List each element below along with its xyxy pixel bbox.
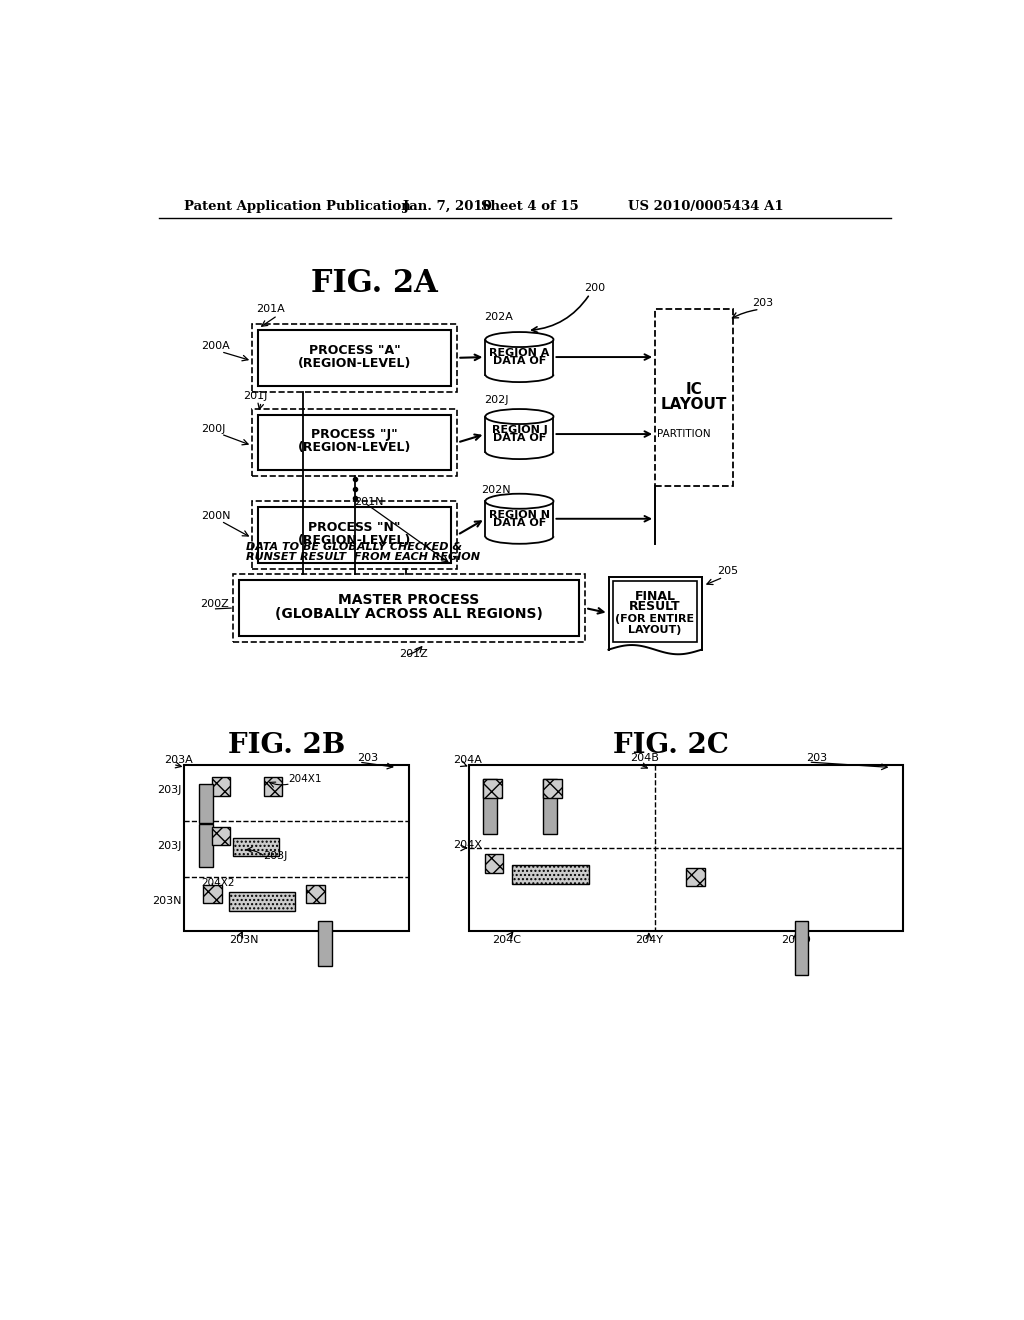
Text: RUNSET RESULT  FROM EACH REGION: RUNSET RESULT FROM EACH REGION bbox=[246, 552, 480, 562]
Bar bbox=[544, 779, 557, 834]
Text: 203: 203 bbox=[752, 298, 773, 309]
Text: 204D: 204D bbox=[781, 935, 811, 945]
Text: 203: 203 bbox=[806, 752, 827, 763]
Bar bbox=[655, 309, 732, 486]
Bar bbox=[203, 884, 222, 903]
Text: DATA OF: DATA OF bbox=[493, 356, 546, 366]
Bar bbox=[212, 826, 230, 845]
Ellipse shape bbox=[485, 494, 554, 508]
Text: FIG. 2C: FIG. 2C bbox=[612, 731, 728, 759]
Text: (REGION-LEVEL): (REGION-LEVEL) bbox=[298, 533, 412, 546]
Text: 204B: 204B bbox=[630, 754, 659, 763]
Text: DATA TO BE GLOBALLY CHECKED &: DATA TO BE GLOBALLY CHECKED & bbox=[246, 541, 462, 552]
Text: FIG. 2A: FIG. 2A bbox=[311, 268, 438, 298]
Text: DATA OF: DATA OF bbox=[493, 517, 546, 528]
Bar bbox=[232, 838, 280, 857]
Bar bbox=[795, 921, 809, 975]
Bar bbox=[317, 921, 332, 966]
Text: 204X: 204X bbox=[454, 840, 482, 850]
Text: 202J: 202J bbox=[484, 395, 509, 405]
Bar bbox=[239, 581, 579, 636]
Bar bbox=[483, 779, 502, 797]
Bar bbox=[469, 766, 903, 931]
Text: 204X1: 204X1 bbox=[289, 774, 322, 784]
Bar bbox=[485, 502, 554, 536]
Text: 203N: 203N bbox=[152, 896, 181, 906]
Bar bbox=[263, 777, 283, 796]
Text: 203J: 203J bbox=[157, 841, 181, 850]
Text: US 2010/0005434 A1: US 2010/0005434 A1 bbox=[628, 199, 783, 213]
Text: 200J: 200J bbox=[202, 424, 226, 434]
Text: Sheet 4 of 15: Sheet 4 of 15 bbox=[480, 199, 579, 213]
Bar bbox=[232, 574, 586, 642]
Text: 204A: 204A bbox=[454, 755, 482, 764]
Text: REGION A: REGION A bbox=[489, 348, 550, 358]
Text: REGION N: REGION N bbox=[488, 510, 550, 520]
Text: 203A: 203A bbox=[165, 755, 194, 764]
Text: PROCESS "N": PROCESS "N" bbox=[308, 520, 401, 533]
Text: Jan. 7, 2010: Jan. 7, 2010 bbox=[403, 199, 492, 213]
Text: PROCESS "A": PROCESS "A" bbox=[309, 343, 400, 356]
Bar bbox=[544, 779, 562, 797]
Text: (REGION-LEVEL): (REGION-LEVEL) bbox=[298, 356, 412, 370]
Text: RESULT: RESULT bbox=[629, 601, 681, 614]
Bar bbox=[512, 866, 589, 884]
Text: MASTER PROCESS: MASTER PROCESS bbox=[338, 593, 479, 607]
Text: 200N: 200N bbox=[202, 511, 231, 521]
Text: 204C: 204C bbox=[492, 935, 520, 945]
Bar bbox=[252, 323, 458, 392]
Bar bbox=[485, 339, 554, 375]
Text: 200Z: 200Z bbox=[200, 598, 228, 609]
Text: 203N: 203N bbox=[229, 935, 259, 945]
Text: 202N: 202N bbox=[481, 486, 511, 495]
Text: (REGION-LEVEL): (REGION-LEVEL) bbox=[298, 441, 412, 454]
Text: LAYOUT: LAYOUT bbox=[660, 397, 727, 412]
Ellipse shape bbox=[485, 409, 554, 424]
Text: 200: 200 bbox=[584, 282, 605, 293]
Bar bbox=[483, 779, 497, 834]
Bar bbox=[258, 414, 452, 470]
Text: 201A: 201A bbox=[256, 305, 285, 314]
Text: (FOR ENTIRE: (FOR ENTIRE bbox=[615, 614, 694, 624]
Text: 201J: 201J bbox=[243, 391, 267, 401]
Bar bbox=[200, 784, 213, 822]
Bar bbox=[212, 777, 230, 796]
Bar bbox=[484, 854, 503, 873]
Bar bbox=[613, 581, 697, 642]
Bar bbox=[252, 502, 458, 569]
Text: LAYOUT): LAYOUT) bbox=[629, 626, 682, 635]
Text: PROCESS "J": PROCESS "J" bbox=[311, 428, 398, 441]
Text: 201Z: 201Z bbox=[399, 649, 428, 660]
Bar bbox=[258, 507, 452, 562]
Text: Patent Application Publication: Patent Application Publication bbox=[183, 199, 411, 213]
Text: 204X2: 204X2 bbox=[201, 878, 234, 888]
Text: REGION J: REGION J bbox=[492, 425, 547, 436]
Bar bbox=[183, 766, 409, 931]
Text: PARTITION: PARTITION bbox=[656, 429, 711, 440]
Text: 202A: 202A bbox=[484, 312, 513, 322]
Bar bbox=[686, 867, 705, 886]
Bar bbox=[228, 892, 295, 911]
Bar bbox=[258, 330, 452, 385]
Text: 203: 203 bbox=[356, 752, 378, 763]
Bar bbox=[252, 409, 458, 477]
Ellipse shape bbox=[485, 333, 554, 347]
Text: 200A: 200A bbox=[202, 342, 230, 351]
Text: (GLOBALLY ACROSS ALL REGIONS): (GLOBALLY ACROSS ALL REGIONS) bbox=[275, 607, 543, 622]
Text: FIG. 2B: FIG. 2B bbox=[228, 731, 345, 759]
Text: 201N: 201N bbox=[354, 496, 384, 507]
Bar bbox=[485, 417, 554, 451]
Bar bbox=[200, 825, 213, 867]
Text: 203J: 203J bbox=[263, 851, 287, 861]
Bar bbox=[306, 884, 325, 903]
Text: DATA OF: DATA OF bbox=[493, 433, 546, 444]
Text: 204Y: 204Y bbox=[635, 935, 663, 945]
Text: 203J: 203J bbox=[157, 785, 181, 795]
Text: FINAL: FINAL bbox=[635, 590, 676, 603]
Text: 205: 205 bbox=[717, 566, 738, 577]
Text: IC: IC bbox=[685, 381, 702, 397]
